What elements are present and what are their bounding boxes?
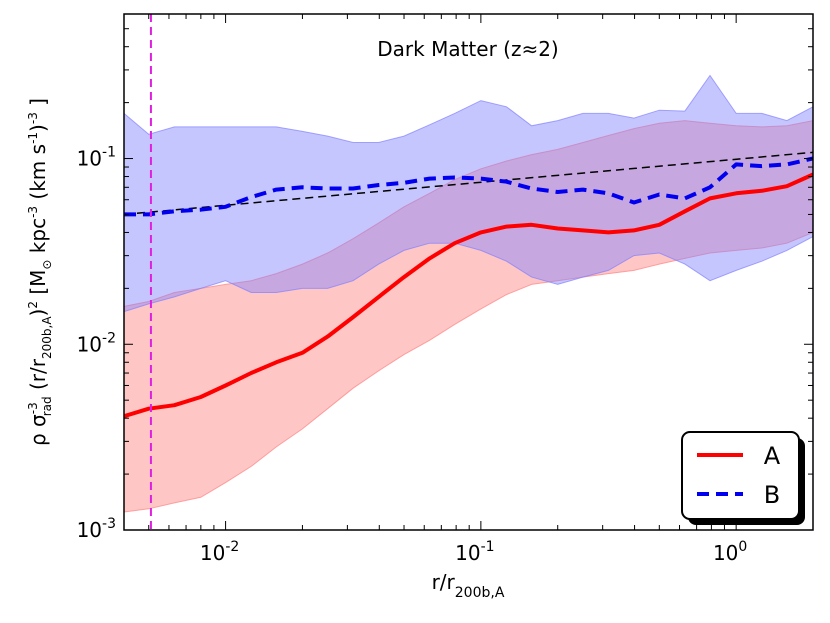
y-label-kpc: kpc <box>26 218 50 253</box>
y-label-sun: ⊙ <box>40 260 54 270</box>
reference-power-law-line <box>124 151 813 216</box>
series-line-b <box>124 156 813 217</box>
plot-area <box>124 14 813 530</box>
y-tick-label: 10-1 <box>77 145 116 171</box>
y-axis-label: ρ σ-3rad (r/r200b,A)2 [M⊙ kpc-3 (km s-1)… <box>26 98 54 446</box>
legend-label-a: A <box>764 442 781 470</box>
y-label-km-sup: -1 <box>26 132 40 144</box>
y-label-sigma-sup: -3 <box>26 402 40 414</box>
x-axis-label: r/r200b,A <box>432 570 505 601</box>
y-label-kpc-sup: -3 <box>26 206 40 218</box>
x-axis-label-sub: 200b,A <box>455 585 505 601</box>
y-label-ratio-sup: 2 <box>26 301 40 309</box>
band-a <box>124 120 813 513</box>
y-label-sigma-sub: rad <box>40 396 54 416</box>
y-label-ratio: (r/r <box>26 358 50 390</box>
legend-box <box>681 431 800 520</box>
y-label-ratio-close: ) <box>26 309 50 317</box>
axes-frame <box>123 13 814 531</box>
y-tick-label: 10-2 <box>77 330 116 356</box>
band-b <box>124 74 813 313</box>
y-label-rho: ρ <box>26 433 50 446</box>
y-tick-label: 10-3 <box>77 516 116 542</box>
y-label-ratio-sub: 200b,A <box>40 316 54 359</box>
x-tick-label: 10-1 <box>455 539 494 565</box>
ticks: 10-2 10-1 100 10-3 10-2 10-1 <box>77 14 814 565</box>
y-label-km-close: ) <box>26 124 50 132</box>
y-label-units-open: [M <box>26 270 50 295</box>
series-line-a <box>124 172 813 419</box>
x-tick-label: 100 <box>713 539 747 565</box>
x-axis-label-main: r/r <box>432 570 456 594</box>
legend-label-b: B <box>764 481 780 509</box>
x-tick-label: 10-2 <box>200 539 239 565</box>
chart-title: Dark Matter (z≈2) <box>377 37 558 61</box>
legend: A B <box>681 431 805 525</box>
y-label-km-close-sup: -3 <box>26 112 40 124</box>
y-label-units-close: ] <box>26 98 50 106</box>
y-label-km: (km s <box>26 144 50 200</box>
y-label-sigma: σ <box>26 414 50 427</box>
